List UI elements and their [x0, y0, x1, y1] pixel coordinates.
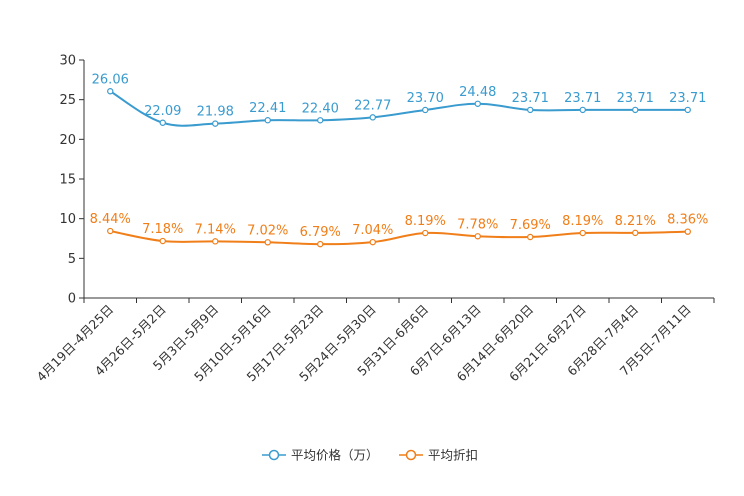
data-point — [107, 88, 114, 95]
data-point — [422, 106, 429, 114]
data-point — [107, 227, 114, 235]
y-tick-label: 30 — [59, 54, 76, 69]
y-tick-label: 15 — [59, 173, 76, 188]
data-label: 7.78% — [457, 217, 498, 232]
data-label: 26.06 — [92, 72, 129, 87]
y-tick-label: 10 — [59, 212, 76, 227]
data-label: 7.14% — [195, 222, 236, 237]
data-label: 23.71 — [617, 91, 654, 106]
data-label: 6.79% — [300, 225, 341, 240]
data-label: 8.19% — [405, 214, 446, 229]
legend-label-0: 平均价格（万） — [291, 448, 379, 463]
data-label: 24.48 — [459, 85, 496, 100]
legend-label-1: 平均折扣 — [428, 448, 478, 463]
data-point — [579, 229, 586, 237]
data-label: 22.40 — [302, 101, 339, 116]
data-label: 7.69% — [510, 218, 551, 233]
data-label: 8.21% — [615, 214, 656, 229]
data-label: 7.18% — [142, 222, 183, 237]
data-point — [474, 100, 481, 107]
data-point — [527, 233, 534, 241]
series-line-0 — [109, 90, 688, 127]
data-point — [684, 228, 691, 235]
data-point — [527, 106, 534, 114]
y-tick-label: 25 — [59, 93, 76, 108]
data-label: 22.41 — [249, 101, 286, 116]
data-point — [632, 106, 639, 114]
data-point — [212, 120, 219, 127]
data-label: 22.77 — [354, 98, 391, 113]
data-point — [212, 238, 219, 245]
data-point — [369, 114, 376, 121]
data-label: 21.98 — [197, 105, 234, 120]
data-point — [264, 239, 271, 246]
data-label: 23.71 — [564, 91, 601, 106]
data-label: 8.36% — [667, 213, 708, 228]
data-label: 7.02% — [247, 223, 288, 238]
data-label: 23.71 — [512, 91, 549, 106]
data-point — [317, 240, 324, 248]
data-label: 23.70 — [407, 91, 444, 106]
y-tick-label: 20 — [59, 133, 76, 148]
data-point — [632, 229, 639, 237]
y-tick-label: 0 — [68, 292, 76, 307]
data-label: 22.09 — [144, 104, 181, 119]
legend-marker-1 — [405, 449, 417, 461]
data-point — [317, 117, 324, 124]
data-point — [579, 106, 586, 114]
data-point — [159, 237, 166, 245]
y-tick-label: 5 — [68, 252, 76, 267]
data-label: 23.71 — [669, 91, 706, 106]
data-point — [474, 233, 481, 240]
data-label: 7.04% — [352, 223, 393, 238]
data-label: 8.19% — [562, 214, 603, 229]
data-point — [369, 238, 376, 246]
legend-marker-0 — [268, 449, 280, 461]
data-label: 8.44% — [90, 212, 131, 227]
data-point — [422, 229, 429, 237]
data-point — [264, 117, 271, 124]
series-line-1 — [110, 230, 688, 246]
data-point — [684, 106, 691, 114]
data-point — [159, 119, 166, 126]
